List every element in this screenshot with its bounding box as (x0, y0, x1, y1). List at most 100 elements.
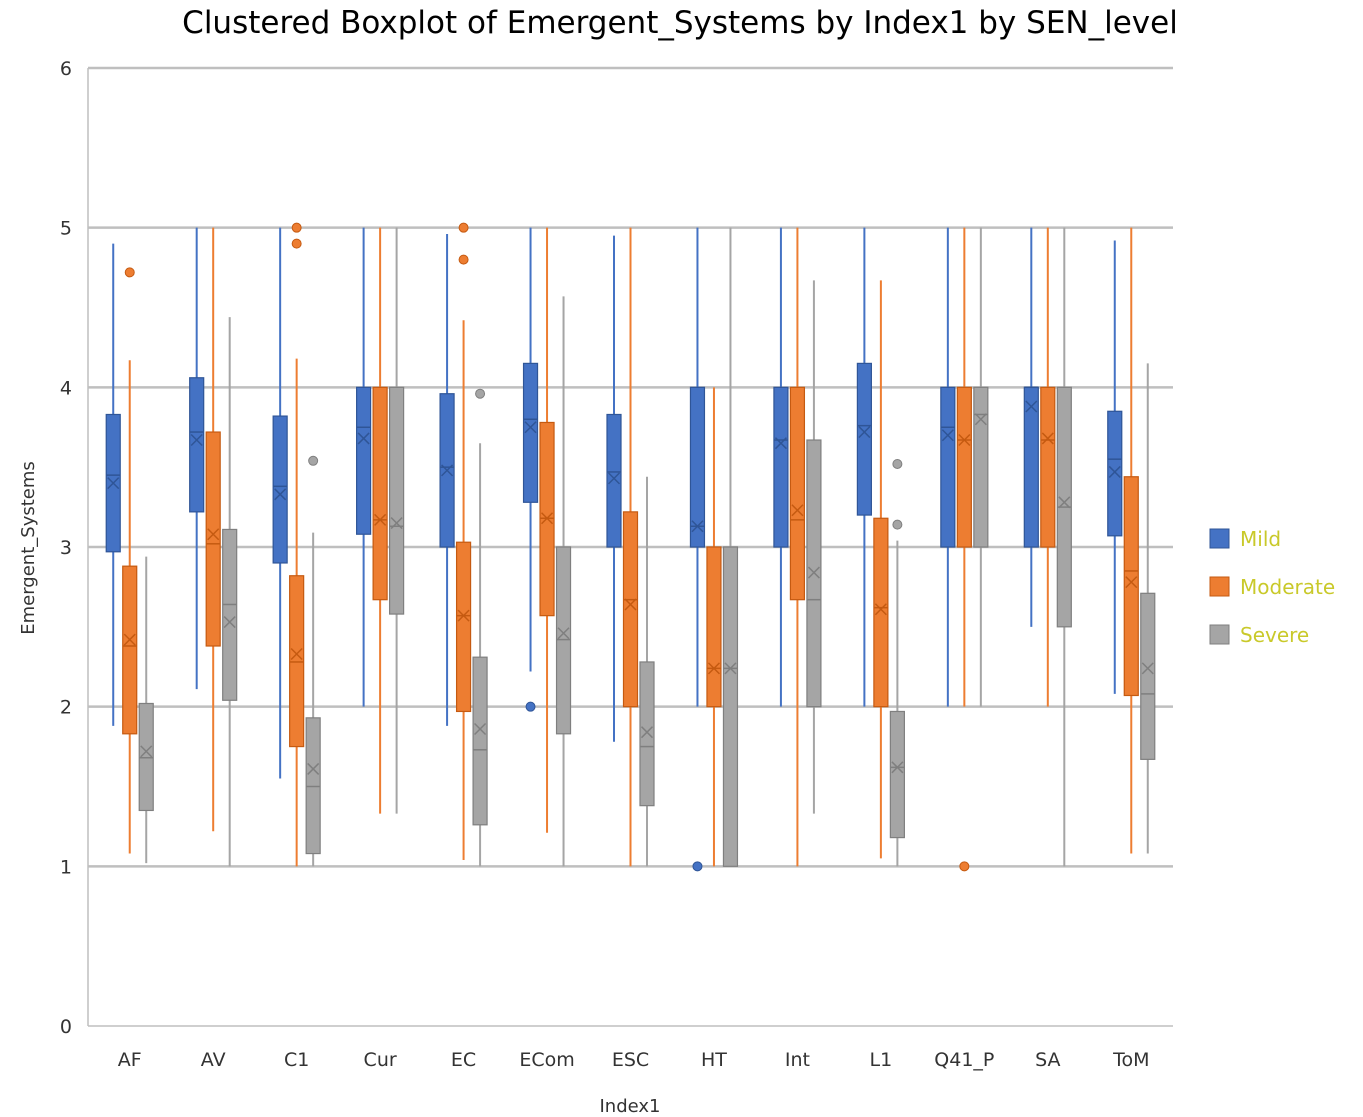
chart-title: Clustered Boxplot of Emergent_Systems by… (182, 5, 1178, 41)
mean-marker (123, 633, 136, 646)
category-label: EC (451, 1049, 476, 1071)
mean-marker (223, 616, 236, 629)
box-iqr (1123, 476, 1139, 697)
mean-marker (107, 477, 120, 490)
box-mild-ecom (522, 227, 539, 712)
mean-marker (624, 598, 637, 611)
box-iqr (272, 415, 288, 564)
y-tick-label: 4 (60, 377, 72, 399)
box-mild-l1 (856, 227, 872, 707)
box-iqr (555, 546, 572, 735)
outlier-point (892, 519, 903, 530)
box-iqr (689, 386, 706, 548)
box-iqr (122, 565, 138, 735)
mean-marker (958, 433, 971, 447)
mean-marker (891, 761, 904, 774)
mean-marker (357, 432, 370, 445)
box-severe-esc (639, 476, 655, 867)
mean-marker (457, 609, 470, 622)
mean-marker (290, 647, 303, 661)
category-label: Int (785, 1049, 810, 1071)
box-mild-tom (1107, 240, 1123, 694)
box-moderate-c1 (289, 222, 305, 867)
mean-marker (1125, 576, 1138, 589)
box-moderate-ecom (539, 227, 555, 833)
box-mild-c1 (272, 227, 288, 779)
box-iqr (356, 386, 372, 535)
box-severe-af (138, 556, 154, 864)
mean-marker (557, 627, 570, 640)
category-label: ESC (612, 1049, 649, 1071)
box-mild-cur (356, 227, 372, 707)
mean-marker (541, 512, 554, 525)
box-iqr (789, 386, 806, 601)
mean-marker (607, 472, 621, 485)
mean-marker (390, 517, 403, 530)
box-severe-ht (722, 227, 739, 867)
box-moderate-cur (372, 227, 388, 814)
mean-marker (874, 603, 887, 616)
category-label: SA (1035, 1049, 1060, 1071)
box-iqr (639, 661, 655, 807)
mean-marker (274, 488, 287, 501)
outlier-point (291, 222, 302, 233)
outlier-point (892, 458, 903, 469)
box-iqr (472, 656, 488, 826)
box-iqr (305, 717, 321, 855)
box-iqr (706, 546, 722, 708)
outlier-point (959, 861, 970, 872)
mean-marker (1108, 465, 1121, 478)
box-iqr (372, 386, 388, 601)
outlier-point (308, 455, 319, 466)
mean-marker (941, 429, 954, 442)
y-tick-label: 2 (60, 697, 72, 719)
box-moderate-tom (1123, 227, 1139, 854)
box-severe-cur (389, 227, 405, 814)
category-label: L1 (870, 1049, 893, 1071)
box-iqr (205, 431, 221, 647)
legend-label: Severe (1240, 623, 1309, 647)
box-severe-l1 (889, 458, 905, 867)
y-tick-label: 3 (60, 537, 72, 559)
category-label: AV (201, 1049, 226, 1071)
box-iqr (1140, 592, 1156, 760)
box-moderate-av (205, 227, 221, 832)
box-severe-ec (472, 388, 488, 867)
category-label: Cur (364, 1049, 397, 1071)
mean-marker (1058, 496, 1071, 509)
box-severe-c1 (305, 455, 321, 867)
mean-marker (858, 426, 871, 439)
mean-marker (774, 437, 787, 450)
mean-marker (307, 762, 320, 775)
category-label: AF (118, 1049, 142, 1071)
category-label: C1 (284, 1049, 309, 1071)
category-label: HT (701, 1049, 727, 1071)
mean-marker (140, 745, 153, 758)
legend-item-moderate: Moderate (1209, 575, 1335, 599)
mean-marker (791, 504, 804, 517)
box-mild-ht (689, 227, 706, 872)
box-mild-q41_p (940, 227, 956, 707)
box-moderate-q41_p (956, 227, 972, 872)
mean-marker (207, 528, 220, 541)
mean-marker (1141, 662, 1154, 675)
category-label: ToM (1112, 1049, 1149, 1071)
box-iqr (222, 528, 238, 701)
box-iqr (622, 511, 639, 708)
y-tick-label: 6 (60, 58, 72, 80)
category-labels: AF AV C1 Cur EC ECom ESC HT Int L1 Q41_P SA ToM (118, 1049, 1150, 1071)
box-mild-af (105, 243, 121, 726)
y-tick-label: 5 (60, 218, 72, 240)
legend-swatch (1209, 576, 1230, 597)
box-iqr (889, 710, 905, 839)
box-mild-ec (439, 234, 455, 726)
box-iqr (1040, 386, 1056, 548)
box-iqr (606, 413, 622, 548)
box-iqr (956, 386, 972, 548)
legend-label: Mild (1240, 527, 1281, 551)
outlier-point (458, 254, 469, 265)
box-iqr (873, 517, 889, 708)
outlier-point (475, 388, 486, 399)
